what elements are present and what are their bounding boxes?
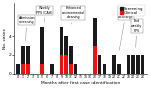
Text: Last case
patient
discharge: Last case patient discharge (118, 6, 134, 50)
Bar (117, 64, 121, 74)
Bar (64, 55, 68, 74)
Bar (74, 64, 77, 74)
Legend: Screening, Clinical: Screening, Clinical (118, 5, 145, 16)
Y-axis label: No. cases: No. cases (3, 28, 8, 49)
Bar (50, 64, 54, 74)
Text: Admission
screening: Admission screening (19, 16, 35, 41)
Text: Enhanced
environmental
cleaning: Enhanced environmental cleaning (62, 6, 85, 24)
Text: End
weekly
PPS: End weekly PPS (131, 19, 143, 47)
Bar (26, 46, 30, 64)
Bar (69, 46, 73, 64)
Bar (69, 64, 73, 74)
Text: Weekly
PPS (CAH): Weekly PPS (CAH) (36, 6, 53, 22)
Bar (141, 55, 144, 74)
Bar (93, 46, 97, 74)
Bar (136, 55, 140, 74)
Bar (21, 64, 25, 74)
Bar (21, 46, 25, 64)
Bar (60, 27, 63, 55)
Bar (131, 55, 135, 74)
Bar (93, 18, 97, 46)
Bar (60, 55, 63, 74)
Bar (98, 55, 101, 74)
Bar (40, 27, 44, 64)
Bar (40, 64, 44, 74)
Bar (26, 64, 30, 74)
Bar (112, 55, 116, 74)
Bar (16, 64, 20, 74)
X-axis label: Months after first case identification: Months after first case identification (41, 81, 120, 85)
Bar (127, 55, 130, 74)
Bar (64, 36, 68, 55)
Bar (103, 64, 106, 74)
